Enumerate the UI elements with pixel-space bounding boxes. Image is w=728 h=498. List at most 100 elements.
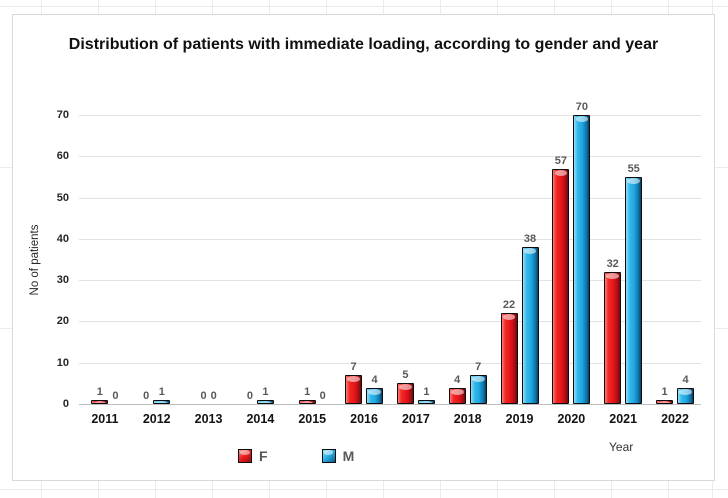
x-axis-title: Year: [609, 440, 634, 454]
gridline-60: [79, 156, 701, 158]
plot-area: [79, 115, 701, 405]
x-axis-line: [79, 404, 701, 405]
data-label-M-2020: 70: [575, 101, 588, 113]
bar-slot-M-2011: 0: [112, 390, 118, 404]
bar-F-2018[interactable]: [448, 387, 466, 404]
bar-F-2011[interactable]: [91, 399, 109, 404]
y-tick-label-10: 10: [56, 356, 69, 369]
gridline-70: [79, 115, 701, 116]
bar-slot-M-2021: 55: [625, 162, 643, 404]
bar-slot-M-2022: 4: [677, 373, 695, 404]
x-axis-labels: 2011 2012 2013 2014 2015 2016 2017 2018 2019 2020…: [79, 412, 701, 426]
y-tick-label-70: 70: [56, 109, 69, 121]
bar-M-2019[interactable]: [521, 247, 539, 404]
gridline-40: [79, 238, 701, 240]
data-label-M-2016: 4: [371, 373, 378, 386]
x-label-2016: 2016: [350, 412, 378, 426]
data-label-M-2015: 0: [319, 390, 326, 402]
bar-slot-F-2022: 1: [656, 386, 674, 404]
data-label-F-2020: 57: [554, 154, 567, 167]
bar-M-2018[interactable]: [469, 375, 487, 404]
bar-slot-F-2011: 1: [91, 386, 109, 404]
x-label-2021: 2021: [609, 412, 638, 426]
bar-groups: 1 0 0 1 0 0 0 1 1 0 7 4 5 1 4 7 22 38 57 70 32 55 1 4: [79, 101, 701, 404]
data-label-M-2021: 55: [627, 162, 640, 175]
gridline-50: [79, 197, 701, 199]
bar-M-2014[interactable]: [256, 399, 274, 404]
x-label-2015: 2015: [298, 412, 327, 426]
legend-swatch-F: [238, 449, 252, 463]
bar-M-2012[interactable]: [153, 399, 171, 404]
data-label-M-2014: 1: [262, 385, 269, 398]
data-label-F-2012: 0: [143, 390, 150, 402]
data-label-M-2017: 1: [423, 385, 430, 398]
data-label-M-2022: 4: [682, 373, 689, 386]
bar-F-2020[interactable]: [552, 168, 570, 404]
x-label-2018: 2018: [453, 412, 482, 426]
gridline-10: [79, 362, 701, 364]
x-label-2022: 2022: [661, 412, 689, 426]
bar-F-2021[interactable]: [604, 271, 622, 404]
gridline-20: [79, 321, 701, 323]
bar-slot-M-2012: 1: [153, 385, 171, 404]
bar-F-2017[interactable]: [396, 383, 414, 404]
legend-swatch-M: [321, 449, 336, 463]
x-label-2013: 2013: [194, 412, 223, 426]
data-label-M-2012: 1: [158, 385, 165, 398]
y-tick-label-30: 30: [56, 274, 69, 287]
x-label-2020: 2020: [557, 412, 586, 426]
legend-label-F: F: [259, 448, 268, 464]
data-label-F-2014: 0: [246, 390, 253, 402]
bar-M-2022[interactable]: [677, 387, 695, 404]
data-label-F-2016: 7: [350, 361, 357, 374]
y-tick-label-0: 0: [62, 398, 69, 410]
y-axis-ticks: 0 10 20 30 40 50 60 70: [21, 109, 69, 410]
bar-slot-F-2012: 0: [143, 390, 149, 404]
bar-group-2019: 22 38: [494, 115, 546, 404]
bar-F-2019[interactable]: [500, 313, 518, 404]
data-label-F-2017: 5: [402, 369, 409, 382]
bar-slot-F-2014: 0: [247, 390, 253, 404]
bar-slot-M-2013: 0: [211, 390, 217, 404]
x-label-2017: 2017: [401, 412, 430, 426]
bar-F-2016[interactable]: [345, 375, 363, 404]
chart-title: Distribution of patients with immediate …: [68, 36, 659, 53]
bar-group-2021: 32 55: [597, 115, 649, 404]
y-tick-label-60: 60: [56, 150, 69, 163]
bar-F-2022[interactable]: [656, 399, 674, 404]
data-label-F-2019: 22: [502, 299, 516, 312]
legend-label-M: M: [342, 448, 355, 464]
x-label-2019: 2019: [505, 412, 534, 426]
legend-item-F[interactable]: F: [238, 448, 268, 464]
bar-slot-F-2021: 32: [604, 258, 622, 404]
gridline-30: [79, 280, 701, 282]
bar-slot-M-2017: 1: [417, 385, 435, 404]
bar-slot-F-2018: 4: [448, 373, 466, 404]
bar-M-2020[interactable]: [573, 115, 591, 404]
bar-slot-M-2014: 1: [256, 385, 274, 404]
legend-item-M[interactable]: M: [321, 448, 355, 464]
x-label-2012: 2012: [142, 412, 171, 426]
bar-M-2016[interactable]: [366, 387, 384, 404]
bar-slot-F-2015: 1: [298, 386, 316, 404]
bar-M-2021[interactable]: [625, 176, 643, 404]
data-label-M-2019: 38: [523, 233, 537, 246]
bar-F-2015[interactable]: [298, 399, 316, 404]
bar-slot-F-2020: 57: [552, 154, 570, 404]
bar-slot-M-2015: 0: [320, 390, 326, 404]
bar-M-2017[interactable]: [417, 399, 435, 404]
bar-slot-F-2016: 7: [345, 361, 363, 404]
bar-group-2020: 57 70: [545, 101, 597, 404]
y-tick-label-50: 50: [56, 191, 69, 204]
bar-slot-M-2018: 7: [469, 361, 487, 404]
bar-slot-F-2017: 5: [396, 369, 414, 404]
data-label-F-2018: 4: [454, 373, 461, 386]
bar-slot-M-2019: 38: [521, 233, 539, 404]
